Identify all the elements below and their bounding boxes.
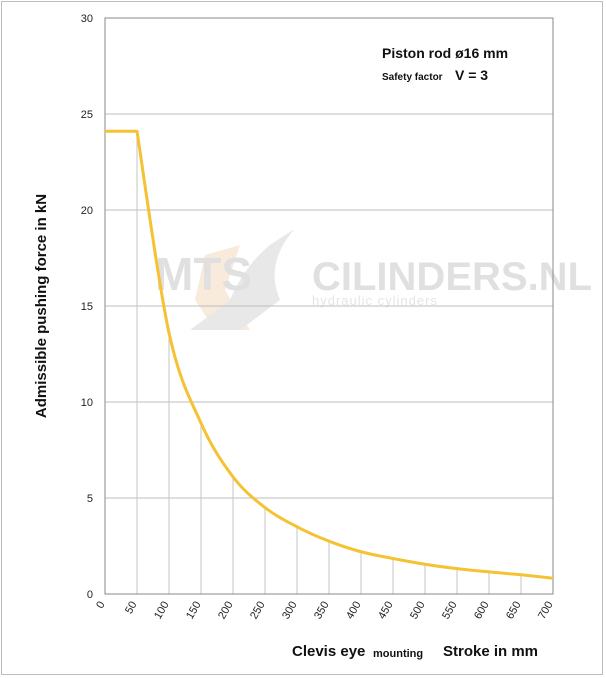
x-tick-label: 0	[94, 600, 107, 611]
x-tick-label: 650	[504, 600, 524, 622]
x-tick-label: 700	[536, 600, 556, 622]
y-tick-label: 5	[87, 493, 93, 505]
x-tick-label: 350	[312, 600, 332, 622]
x-tick-labels: 0 50 100 150 200 250 300 350 400 450 500 550 600 650 7…	[94, 600, 555, 622]
y-tick-label: 30	[81, 13, 93, 25]
note-safety-value: V = 3	[455, 67, 488, 83]
note-piston-rod: Piston rod ø16 mm	[382, 45, 508, 61]
y-tick-label: 20	[81, 205, 93, 217]
x-tick-label: 550	[440, 600, 460, 622]
x-axis-label-main: Clevis eye	[292, 643, 365, 660]
watermark-sub: hydraulic cylinders	[312, 293, 438, 308]
x-axis-label-right: Stroke in mm	[443, 643, 538, 660]
x-tick-label: 100	[152, 600, 172, 622]
y-tick-labels: 0 5 10 15 20 25 30	[81, 13, 93, 601]
x-tick-label: 400	[344, 600, 364, 622]
x-tick-label: 150	[184, 600, 204, 622]
y-tick-label: 15	[81, 301, 93, 313]
note-safety-label: Safety factor	[382, 72, 443, 83]
drop-lines	[136, 131, 522, 594]
x-tick-label: 300	[280, 600, 300, 622]
y-tick-label: 10	[81, 397, 93, 409]
watermark-logo: MTS CILINDERS.NL hydraulic cylinders	[155, 230, 592, 330]
plot-area	[104, 17, 554, 595]
watermark-left: MTS	[155, 248, 252, 300]
x-tick-label: 600	[472, 600, 492, 622]
logo-s-icon	[190, 230, 294, 330]
series-layer	[105, 129, 554, 580]
series-line-force	[105, 129, 554, 580]
x-tick-label: 450	[376, 600, 396, 622]
x-tick-label: 250	[248, 600, 268, 622]
y-tick-label: 25	[81, 109, 93, 121]
x-tick-label: 500	[408, 600, 428, 622]
x-axis-label-sub: mounting	[373, 648, 423, 660]
y-axis-label: Admissible pushing force in kN	[33, 194, 50, 418]
watermark-right: CILINDERS.NL	[312, 255, 592, 299]
x-tick-label: 200	[216, 600, 236, 622]
y-tick-label: 0	[87, 589, 93, 601]
x-tick-label: 50	[123, 600, 140, 617]
grid	[105, 113, 553, 499]
